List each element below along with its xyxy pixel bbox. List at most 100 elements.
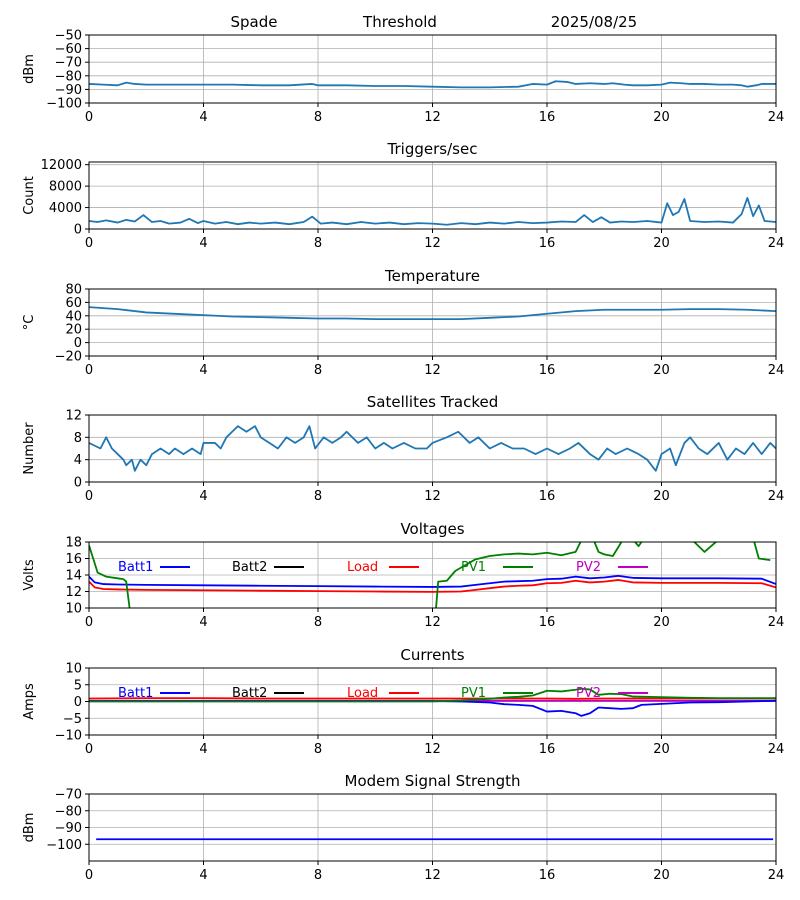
- x-tick-label: 0: [85, 742, 93, 757]
- y-tick-label: 0: [74, 476, 82, 491]
- panel-1: 0 4 8 12 16 20 24 −100−90−80−70−60−50 dBm: [22, 29, 784, 126]
- x-tick-label: 20: [653, 489, 670, 504]
- y-tick-label: −100: [46, 838, 82, 853]
- y-tick-label: 0: [74, 336, 82, 351]
- y-tick-label: 40: [65, 309, 82, 324]
- x-tick-label: 0: [85, 868, 93, 883]
- x-tick-label: 4: [199, 742, 207, 757]
- x-tick-label: 12: [424, 363, 441, 378]
- x-tick-label: 24: [768, 236, 785, 251]
- y-tick-label: −60: [55, 42, 82, 57]
- x-tick-label: 4: [199, 110, 207, 125]
- y-tick-label: −50: [55, 29, 82, 44]
- series-line: [89, 197, 776, 226]
- series-group: [89, 687, 776, 717]
- x-tick-label: 12: [424, 868, 441, 883]
- series-group: [89, 80, 776, 89]
- x-tick-label: 16: [539, 110, 556, 125]
- x-tick-label: 8: [314, 236, 322, 251]
- figure-header: Spade Threshold 2025/08/25: [231, 13, 638, 31]
- y-tick-label: 12: [65, 409, 82, 424]
- x-tick-label: 12: [424, 110, 441, 125]
- y-tick-label: −20: [55, 350, 82, 365]
- x-tick-label: 8: [314, 489, 322, 504]
- x-tick-label: 4: [199, 363, 207, 378]
- series-line-load: [89, 697, 776, 700]
- x-tick-label: 12: [424, 489, 441, 504]
- x-tick-label: 8: [314, 742, 322, 757]
- panel-title: Modem Signal Strength: [345, 772, 521, 790]
- panel-title: Satellites Tracked: [367, 393, 498, 411]
- panel-2: 0 4 8 12 16 20 24 0 4000 8000 12000 Count Triggers/s…: [22, 140, 784, 251]
- legend-label-batt1: Batt1: [118, 686, 153, 701]
- x-tick-label: 24: [768, 489, 785, 504]
- y-tick-label: −90: [55, 83, 82, 98]
- x-tick-label: 8: [314, 868, 322, 883]
- y-tick-label: −80: [55, 69, 82, 84]
- grid: [89, 289, 776, 356]
- x-tick-label: 12: [424, 742, 441, 757]
- y-tick-label: −90: [55, 821, 82, 836]
- header-mode: Threshold: [362, 13, 437, 31]
- x-tick-label: 4: [199, 236, 207, 251]
- y-tick-label: −5: [63, 712, 82, 727]
- grid: [89, 162, 776, 229]
- x-tick-label: 16: [539, 363, 556, 378]
- panel-title: Voltages: [400, 520, 464, 538]
- header-date: 2025/08/25: [551, 13, 637, 31]
- legend: Batt1 Batt2 Load PV1 PV2: [118, 560, 648, 575]
- x-tick-label: 24: [768, 742, 785, 757]
- x-tick-label: 20: [653, 868, 670, 883]
- x-tick-label: 0: [85, 236, 93, 251]
- y-axis-label: Number: [22, 422, 37, 475]
- x-tick-label: 16: [539, 236, 556, 251]
- y-axis-label: Count: [22, 176, 37, 215]
- grid: [89, 35, 776, 103]
- x-tick-label: 0: [85, 489, 93, 504]
- x-tick-label: 4: [199, 489, 207, 504]
- x-tick-label: 16: [539, 615, 556, 630]
- y-tick-label: −70: [55, 56, 82, 71]
- x-tick-label: 8: [314, 110, 322, 125]
- legend-label-batt2: Batt2: [232, 686, 267, 701]
- y-tick-label: 14: [65, 569, 82, 584]
- y-tick-label: 12: [65, 585, 82, 600]
- legend: Batt1 Batt2 Load PV1 PV2: [118, 686, 648, 701]
- series-line-pv1: [89, 542, 771, 608]
- y-tick-label: 16: [65, 552, 82, 567]
- x-tick-label: 20: [653, 236, 670, 251]
- legend-label-pv2: PV2: [576, 560, 601, 575]
- y-axis-label: Amps: [22, 683, 37, 720]
- y-tick-label: 8000: [49, 180, 82, 195]
- x-tick-label: 0: [85, 615, 93, 630]
- y-tick-label: 4: [74, 453, 82, 468]
- x-tick-label: 24: [768, 615, 785, 630]
- x-tick-label: 16: [539, 489, 556, 504]
- y-tick-label: 20: [65, 323, 82, 338]
- y-tick-label: −10: [55, 729, 82, 744]
- legend-label-batt1: Batt1: [118, 560, 153, 575]
- y-tick-label: 18: [65, 536, 82, 551]
- y-tick-label: 12000: [41, 158, 82, 173]
- header-station: Spade: [231, 13, 278, 31]
- series-group: [89, 197, 776, 226]
- series-line: [89, 425, 776, 472]
- series-line: [89, 306, 776, 321]
- y-tick-label: 60: [65, 296, 82, 311]
- y-axis-label: dBm: [22, 813, 37, 843]
- series-line-pv1: [89, 687, 776, 703]
- series-group: [89, 306, 776, 321]
- x-tick-label: 4: [199, 868, 207, 883]
- series-line-batt1: [89, 574, 776, 588]
- x-tick-label: 24: [768, 868, 785, 883]
- y-tick-label: 10: [65, 662, 82, 677]
- y-tick-label: 0: [74, 223, 82, 238]
- y-tick-label: 0: [74, 695, 82, 710]
- y-axis-label: dBm: [22, 54, 37, 84]
- x-tick-label: 24: [768, 363, 785, 378]
- x-tick-label: 16: [539, 742, 556, 757]
